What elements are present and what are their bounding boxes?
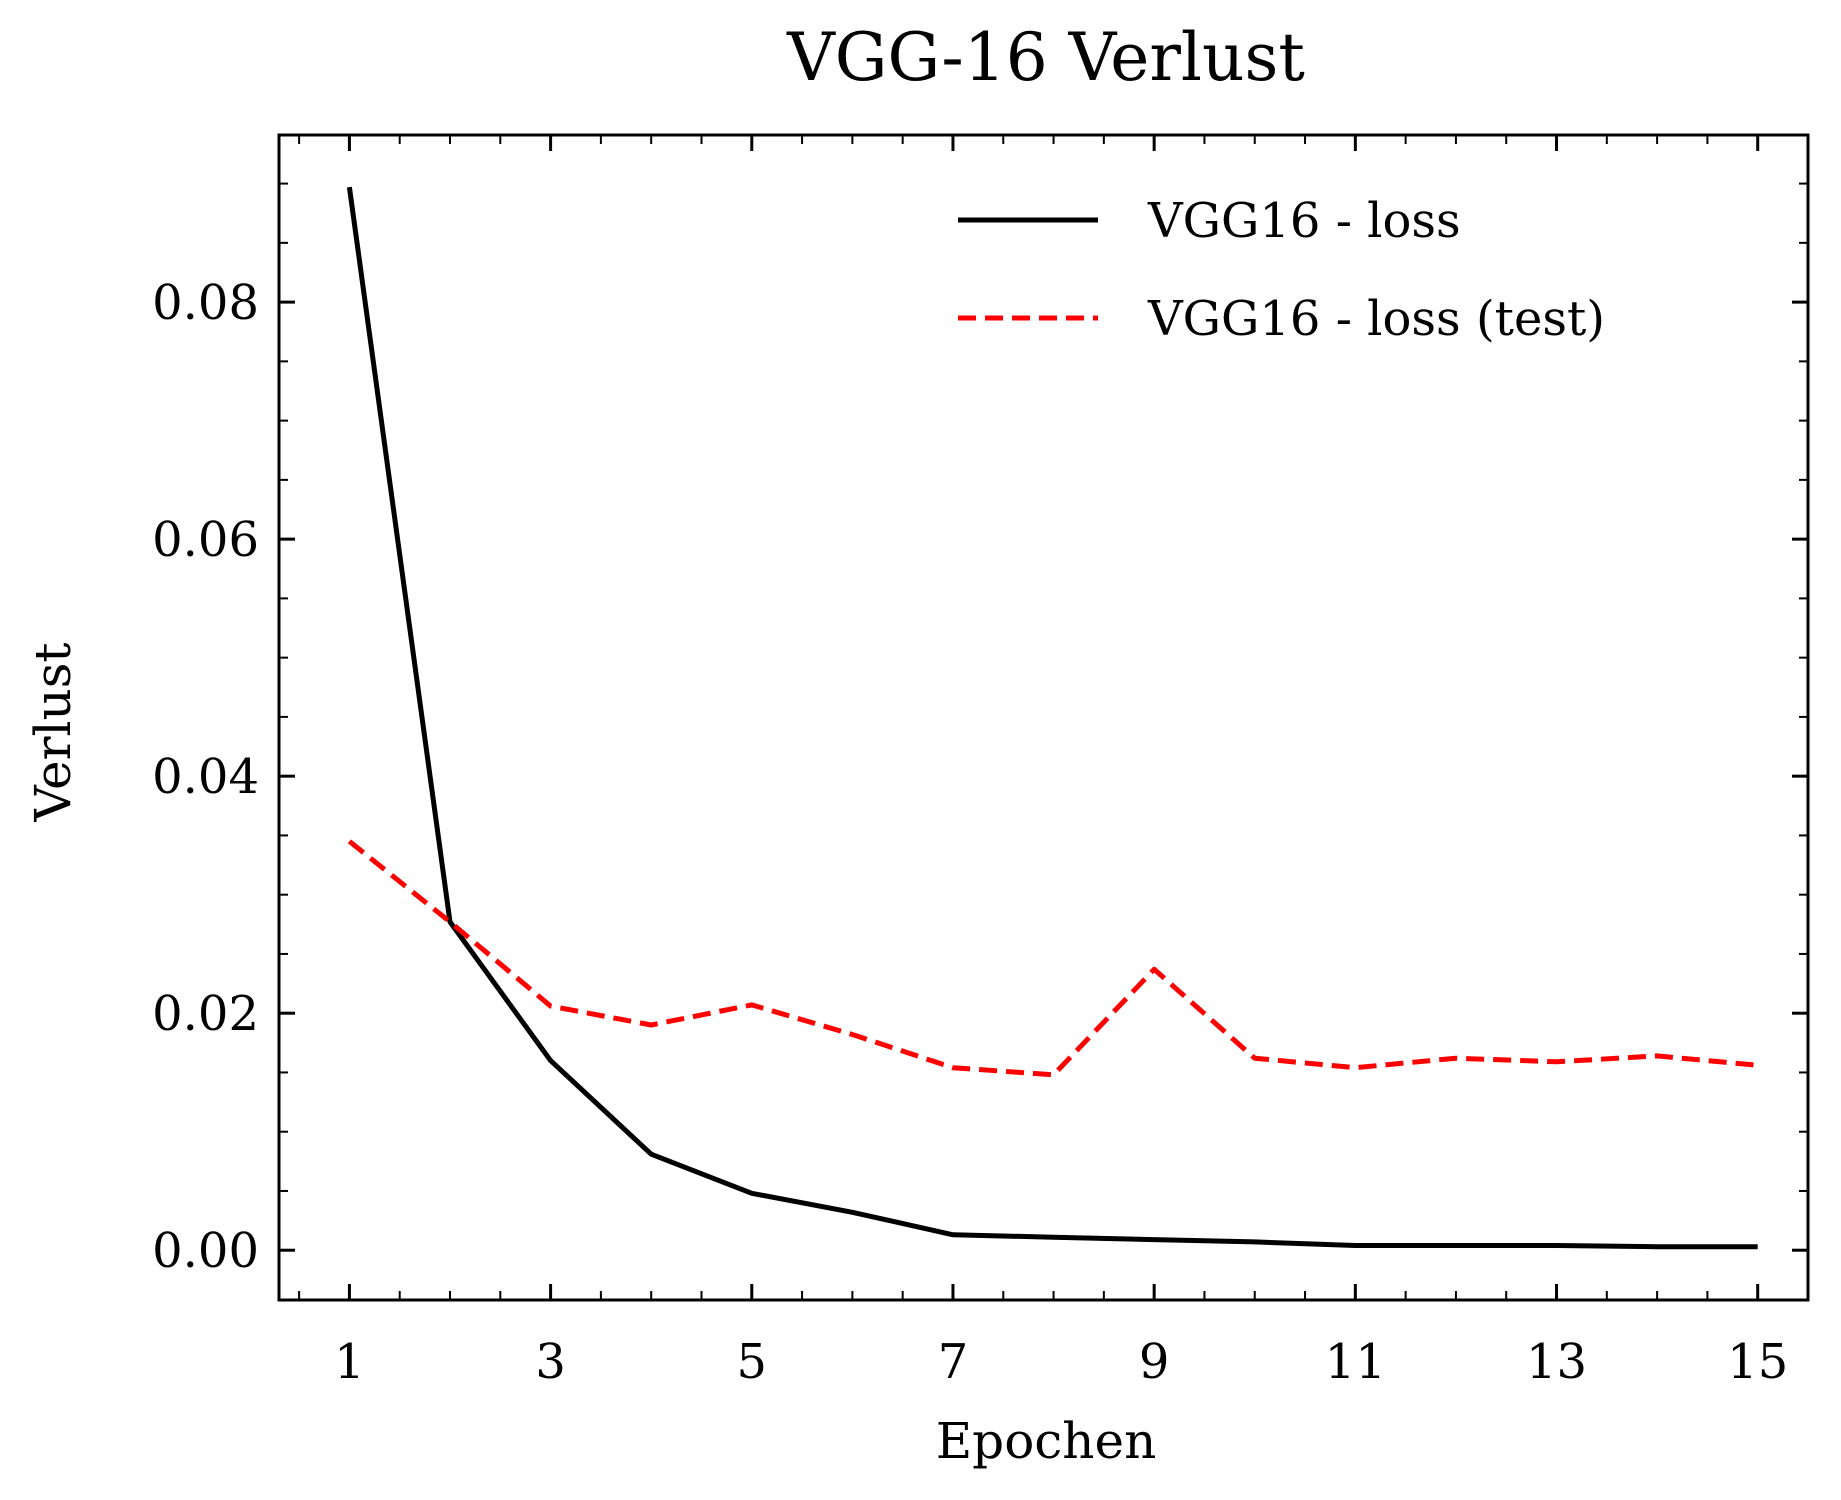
x-tick-label: 9 — [1139, 1334, 1170, 1390]
x-tick-label: 1 — [334, 1334, 365, 1390]
chart-title: VGG-16 Verlust — [786, 19, 1305, 96]
x-tick-label: 15 — [1727, 1334, 1788, 1390]
x-tick-label: 13 — [1526, 1334, 1587, 1390]
series-line-loss — [346, 186, 1758, 1250]
x-axis-label: Epochen — [936, 1412, 1157, 1470]
x-tick-label: 5 — [737, 1334, 768, 1390]
y-axis-label: Verlust — [24, 643, 82, 823]
y-tick-label: 0.02 — [152, 986, 259, 1042]
legend: VGG16 - loss VGG16 - loss (test) — [958, 193, 1605, 347]
x-tick-label: 7 — [938, 1334, 969, 1390]
y-tick-label: 0.00 — [152, 1223, 259, 1279]
legend-label: VGG16 - loss (test) — [1147, 291, 1605, 347]
y-tick-label: 0.04 — [152, 749, 259, 805]
x-tick-label: 11 — [1325, 1334, 1386, 1390]
series-line-loss-test — [347, 839, 1758, 1078]
y-tick-label: 0.06 — [152, 512, 259, 568]
series-lines — [346, 186, 1758, 1250]
x-tick-label: 3 — [535, 1334, 566, 1390]
axes: 1 3 5 7 9 11 13 150.000.020.040.060.08 — [152, 135, 1809, 1390]
y-tick-label: 0.08 — [152, 275, 259, 331]
legend-label: VGG16 - loss — [1147, 193, 1461, 249]
